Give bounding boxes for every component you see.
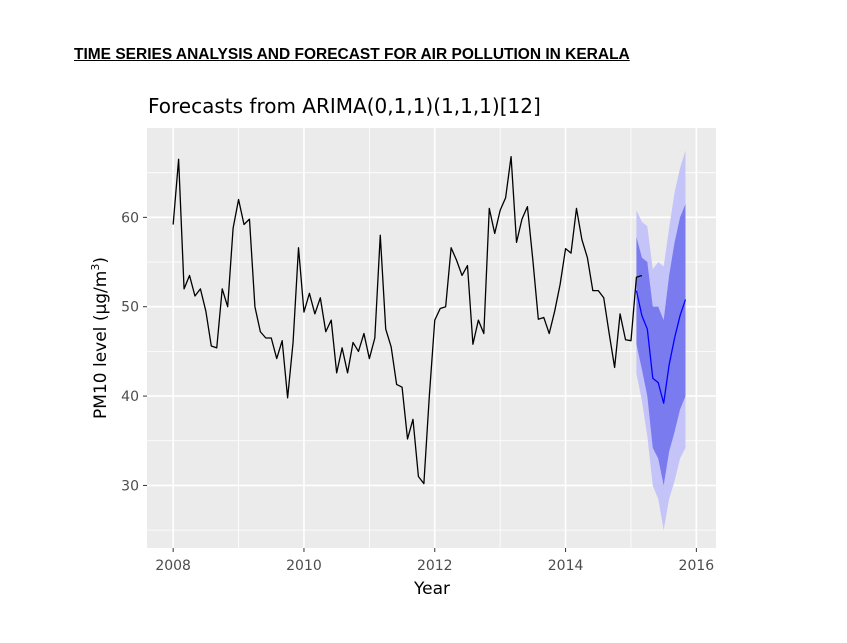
y-axis-label: PM10 level (μg/m3): [89, 257, 111, 419]
x-axis-label: Year: [413, 579, 450, 599]
y-tick-label: 60: [121, 210, 139, 226]
y-axis-label-sup: 3: [89, 264, 102, 271]
chart-title: Forecasts from ARIMA(0,1,1)(1,1,1)[12]: [148, 94, 541, 118]
plot-panel: [147, 128, 716, 548]
observed-line: [172, 155, 643, 485]
y-axis: 30 40 50 60: [121, 210, 147, 494]
y-axis-label-close: ): [91, 257, 111, 264]
forecast-line: [635, 290, 687, 404]
x-tick-label: 2010: [286, 558, 322, 574]
document-heading: TIME SERIES ANALYSIS AND FORECAST FOR AI…: [74, 46, 630, 63]
forecast-band-80: [636, 203, 686, 486]
x-tick-label: 2014: [548, 558, 584, 574]
x-tick-label: 2016: [679, 558, 715, 574]
x-tick-label: 2008: [155, 558, 191, 574]
forecast-bands: [636, 150, 686, 531]
y-tick-label: 50: [121, 300, 139, 316]
y-tick-label: 40: [121, 389, 139, 405]
x-tick-label: 2012: [417, 558, 453, 574]
series-lines: [172, 155, 687, 485]
y-axis-label-main: PM10 level (μg/m: [91, 271, 111, 419]
x-axis: 2008 2010 2012 2014 2016: [155, 548, 714, 574]
y-tick-label: 30: [121, 478, 139, 494]
